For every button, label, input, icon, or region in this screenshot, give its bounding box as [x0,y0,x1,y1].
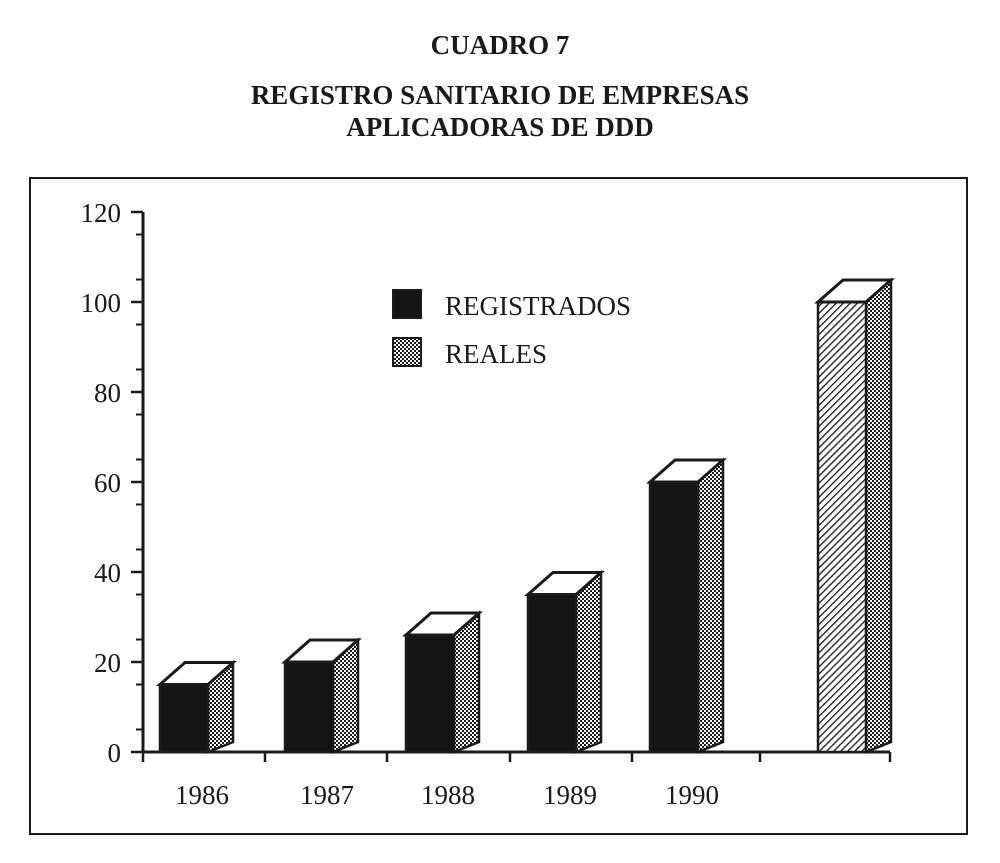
chart-title-line-2: APLICADORAS DE DDD [346,112,654,142]
bar-front-face [648,480,700,754]
y-tick-label: 20 [94,648,121,678]
bar-registrados [156,659,237,754]
bar-top-face [281,638,362,664]
x-tick-label: 1989 [543,780,597,810]
chart-title-line-1: REGISTRO SANITARIO DE EMPRESAS [250,80,750,110]
bar-side-face [452,610,481,754]
bar-registrados [402,610,483,754]
bar-registrados [524,569,605,754]
bar-registrados [281,637,362,754]
x-tick-label: 1990 [665,780,719,810]
bar-top-face [524,571,605,596]
bar-side-face [696,457,725,754]
bar-front-face [526,593,578,754]
bar-top-face [814,278,895,304]
y-tick-label: 120 [81,198,122,228]
y-tick-label: 80 [94,378,121,408]
legend-label: REALES [445,339,547,369]
bar-side-face [864,277,893,754]
bar-top-face [402,611,483,637]
legend-item-registrados: REGISTRADOS [392,289,631,321]
legend-label: REGISTRADOS [445,291,631,321]
x-tick-label: 1986 [175,780,229,810]
y-tick-label: 0 [108,738,122,768]
bar-top-face [156,661,237,686]
legend-item-reales: REALES [392,337,547,369]
y-tick-label: 40 [94,558,121,588]
bar-front-face [158,683,210,754]
chart-caption: CUADRO 7 [430,30,570,60]
legend-swatch [392,289,422,319]
legend-swatch [392,337,422,367]
bar-front-face [283,660,335,754]
bar-side-face [574,569,603,754]
bar-top-face [646,458,727,484]
bar-reales [814,277,895,754]
x-tick-label: 1987 [300,780,354,810]
y-tick-label: 100 [81,288,122,318]
x-tick-label: 1988 [421,780,475,810]
bar-front-face [404,633,456,754]
y-tick-label: 60 [94,468,121,498]
bar-registrados [646,457,727,754]
chart-frame [29,177,968,835]
bar-front-face [816,300,868,754]
